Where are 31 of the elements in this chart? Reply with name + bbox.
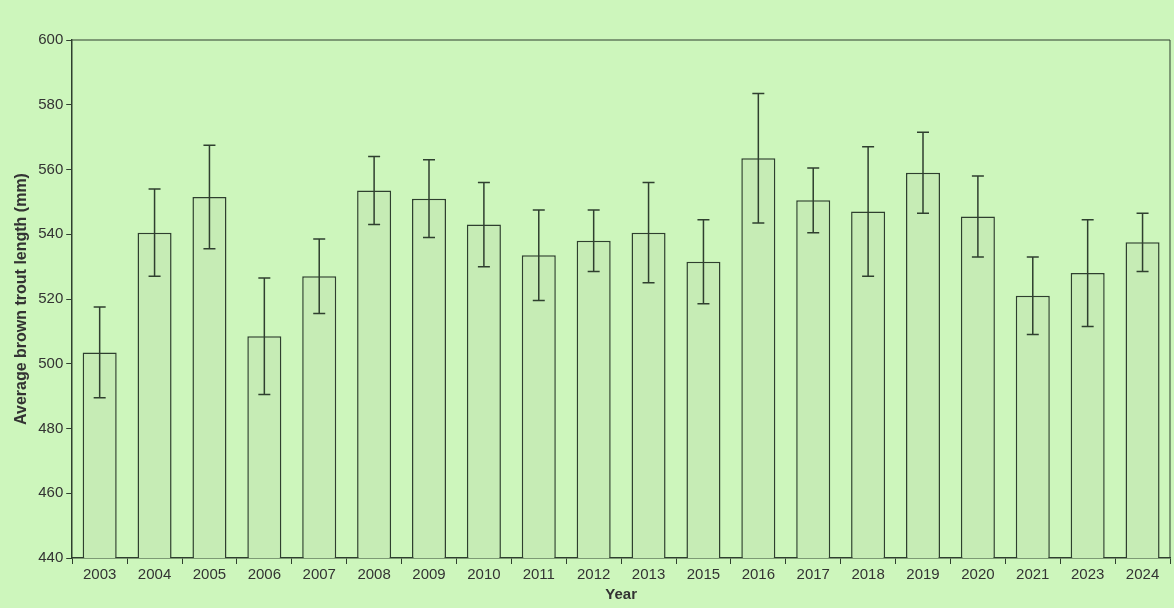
x-tick-label: 2007 [302, 565, 336, 583]
y-tick-label: 480 [38, 418, 64, 436]
y-tick-label: 580 [38, 94, 64, 112]
x-tick-label: 2019 [906, 565, 940, 583]
x-tick-label: 2020 [961, 565, 995, 583]
x-tick-label: 2004 [137, 565, 172, 583]
x-tick-label: 2009 [412, 565, 446, 583]
y-tick-label: 460 [38, 483, 64, 501]
y-tick-label: 560 [38, 159, 64, 177]
y-axis-title: Average brown trout length (mm) [12, 173, 30, 425]
x-axis-title: Year [605, 585, 638, 603]
x-tick-label: 2024 [1125, 565, 1160, 583]
x-tick-label: 2017 [796, 565, 830, 583]
x-tick-label: 2013 [631, 565, 666, 583]
x-tick-label: 2021 [1016, 565, 1050, 583]
y-tick-label: 440 [38, 548, 64, 566]
y-tick-label: 540 [38, 224, 64, 242]
x-tick-label: 2016 [741, 565, 776, 583]
x-tick-label: 2005 [192, 565, 227, 583]
x-tick-label: 2010 [467, 565, 501, 583]
x-tick-label: 2018 [851, 565, 885, 583]
y-tick-label: 600 [38, 30, 64, 48]
x-tick-label: 2015 [686, 565, 721, 583]
x-tick-label: 2023 [1070, 565, 1105, 583]
y-tick-label: 500 [38, 353, 64, 371]
x-tick-label: 2012 [576, 565, 611, 583]
x-tick-label: 2003 [82, 565, 117, 583]
x-tick-label: 2011 [522, 565, 555, 583]
x-tick-label: 2008 [357, 565, 391, 583]
x-tick-label: 2006 [247, 565, 282, 583]
y-tick-label: 520 [38, 289, 64, 307]
